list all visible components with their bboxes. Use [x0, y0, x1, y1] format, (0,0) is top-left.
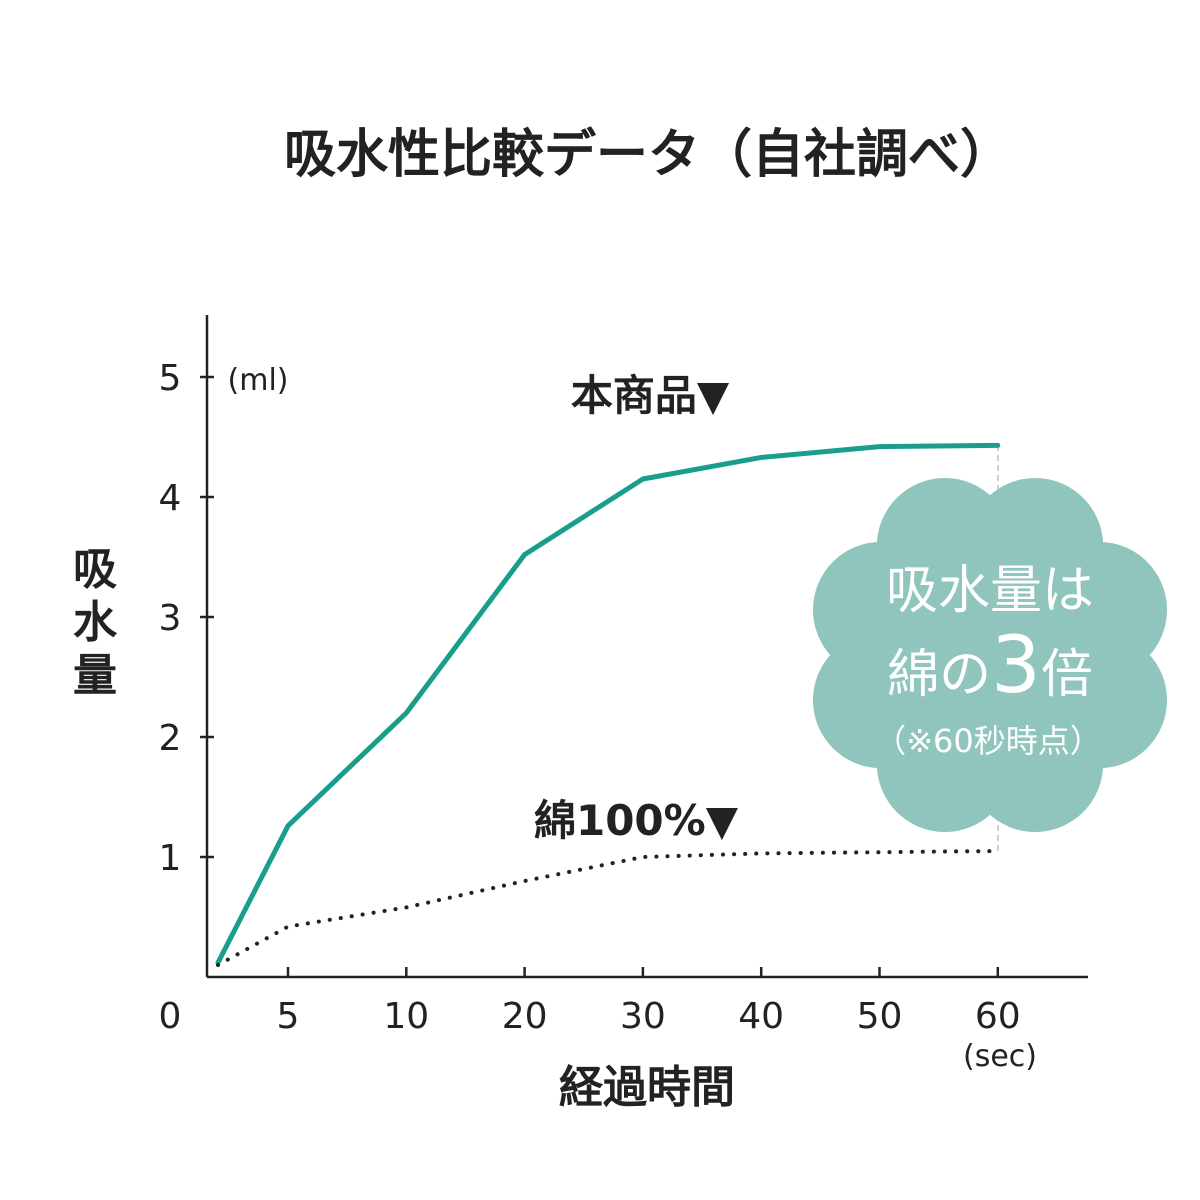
series-layer [215, 442, 1001, 967]
x-ticks: 5 10 20 30 40 50 60 [277, 967, 1021, 1037]
cloud-shape [812, 477, 1168, 833]
series-line-product [215, 442, 1001, 966]
y-axis-title: 吸 水 量 [73, 544, 118, 701]
y-tick-label: 4 [159, 478, 182, 519]
callout-cloud: 吸水量は 綿の3倍 （※60秒時点） [812, 477, 1168, 833]
y-tick-label: 3 [159, 598, 182, 639]
chart-title: 吸水性比較データ（自社調べ） [284, 125, 1012, 185]
x-tick-label: 40 [738, 996, 784, 1037]
y-axis-title-char: 水 [73, 597, 118, 648]
series-line-cotton [216, 849, 1000, 967]
y-tick-label: 1 [159, 838, 182, 879]
origin-label: 0 [159, 996, 182, 1037]
x-tick-label: 10 [383, 996, 429, 1037]
x-axis-title: 経過時間 [559, 1062, 735, 1113]
x-tick-label: 20 [502, 996, 548, 1037]
y-axis-title-char: 量 [73, 650, 117, 701]
x-tick-label: 60 [975, 996, 1021, 1037]
callout-line2-suffix: 倍 [1041, 645, 1093, 705]
callout-line1: 吸水量は [886, 561, 1094, 621]
callout-line2-prefix: 綿の [887, 645, 991, 705]
y-axis-title-char: 吸 [73, 544, 117, 595]
y-unit-label: (ml) [228, 363, 289, 398]
x-tick-label: 30 [620, 996, 666, 1037]
x-unit-label: (sec) [963, 1039, 1037, 1074]
callout-multiplier-number: 3 [991, 621, 1041, 711]
x-tick-label: 5 [277, 996, 300, 1037]
series-label-cotton: 綿100%▼ [534, 796, 739, 845]
x-tick-label: 50 [857, 996, 903, 1037]
y-tick-label: 5 [159, 358, 182, 399]
series-label-product: 本商品▼ [571, 371, 730, 420]
callout-line3: （※60秒時点） [874, 722, 1102, 760]
cloud-lobe [1031, 541, 1168, 678]
axes [205, 315, 1088, 979]
y-tick-label: 2 [159, 718, 182, 759]
callout-line2: 綿の3倍 [887, 621, 1093, 711]
y-ticks: 1 2 3 4 5 [159, 358, 214, 879]
